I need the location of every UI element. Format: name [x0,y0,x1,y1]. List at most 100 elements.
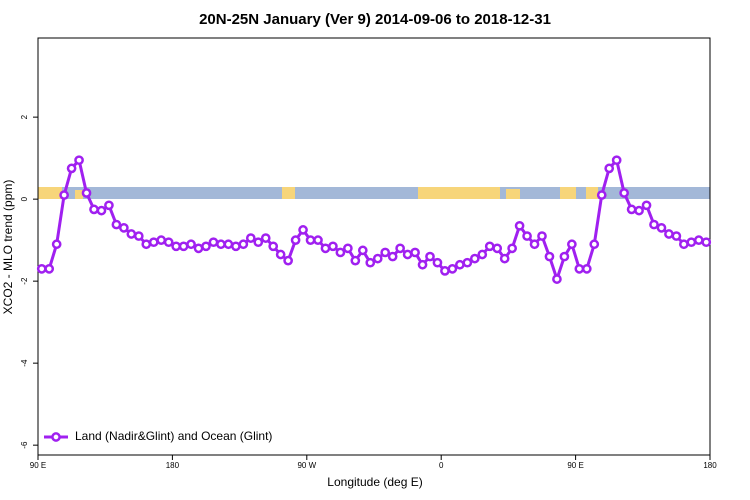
data-point [365,257,376,268]
data-point [298,225,308,235]
data-point [656,222,667,233]
data-point [283,255,293,266]
data-point [447,263,458,274]
data-point [604,163,615,174]
data-point [96,205,107,216]
data-point [395,243,405,254]
data-point [626,204,637,215]
data-point [156,235,167,245]
data-point [313,235,323,245]
data-point [693,235,704,245]
data-point [544,251,555,262]
land-band [38,187,62,199]
x-tick-label: 180 [703,461,717,470]
data-point [245,233,256,243]
data-point [514,220,525,231]
data-point [208,237,219,248]
data-point [350,255,361,266]
data-point [305,235,316,245]
legend-entry: Land (Nadir&Glint) and Ocean (Glint) [44,429,272,443]
data-point [574,263,585,274]
data-point [66,163,77,174]
land-band [282,187,295,199]
data-point [119,222,129,233]
data-point [51,239,62,250]
data-point [231,241,241,252]
legend-label: Land (Nadir&Glint) and Ocean (Glint) [75,429,272,443]
data-point [522,231,532,241]
data-point [492,243,503,254]
data-point [469,253,480,264]
land-band [506,189,520,199]
data-point [104,200,114,211]
data-point [529,239,540,250]
data-point [589,239,600,250]
data-point [387,251,398,262]
data-point [432,257,443,268]
data-point [223,239,234,250]
data-point [402,249,413,260]
data-point [343,243,353,254]
data-point [178,241,189,252]
x-axis-label: Longitude (deg E) [327,475,422,489]
data-point [380,247,391,258]
data-point [126,229,137,239]
land-band [560,187,576,199]
data-point [268,241,279,252]
data-point [611,155,622,166]
data-point [410,247,420,258]
data-point [253,237,264,248]
data-point [634,205,644,216]
data-point [260,233,271,243]
data-point [499,253,510,264]
data-point [335,247,346,258]
x-tick-label: 90 E [30,461,46,470]
data-point [507,243,517,254]
data-point [671,231,682,241]
data-point [290,235,301,245]
data-point [484,241,495,252]
data-point [581,263,592,274]
data-point [111,219,122,230]
data-point [462,257,473,268]
data-point [559,251,570,262]
data-point [417,259,428,270]
land-band [586,187,598,199]
data-point [664,229,674,239]
data-point [701,237,712,248]
x-tick-label: 90 W [297,461,316,470]
y-tick-label: 0 [20,196,29,201]
data-point [619,188,629,198]
x-tick-label: 0 [439,461,444,470]
land-band [75,190,83,199]
chart-title: 20N-25N January (Ver 9) 2014-09-06 to 20… [199,11,551,28]
data-point [440,266,450,276]
data-point [141,239,152,250]
x-tick-label: 90 E [567,461,583,470]
data-point [596,190,607,200]
data-point [44,263,55,274]
data-point [686,237,697,248]
data-point [133,231,144,241]
data-point [216,239,226,250]
data-point [320,243,331,254]
data-point [186,239,196,250]
x-tick-label: 180 [166,461,180,470]
data-point [238,239,249,250]
data-point [81,188,92,198]
data-point [641,200,652,211]
data-point [552,274,562,284]
data-point [372,253,383,264]
plot-frame [37,37,711,456]
data-point [455,259,465,270]
data-point [201,241,211,252]
data-point [59,190,69,200]
data-point [74,155,84,166]
data-point [89,204,99,215]
y-tick-label: 2 [20,114,29,119]
data-point [357,245,368,256]
data-point [425,251,435,262]
data-point [275,249,286,260]
